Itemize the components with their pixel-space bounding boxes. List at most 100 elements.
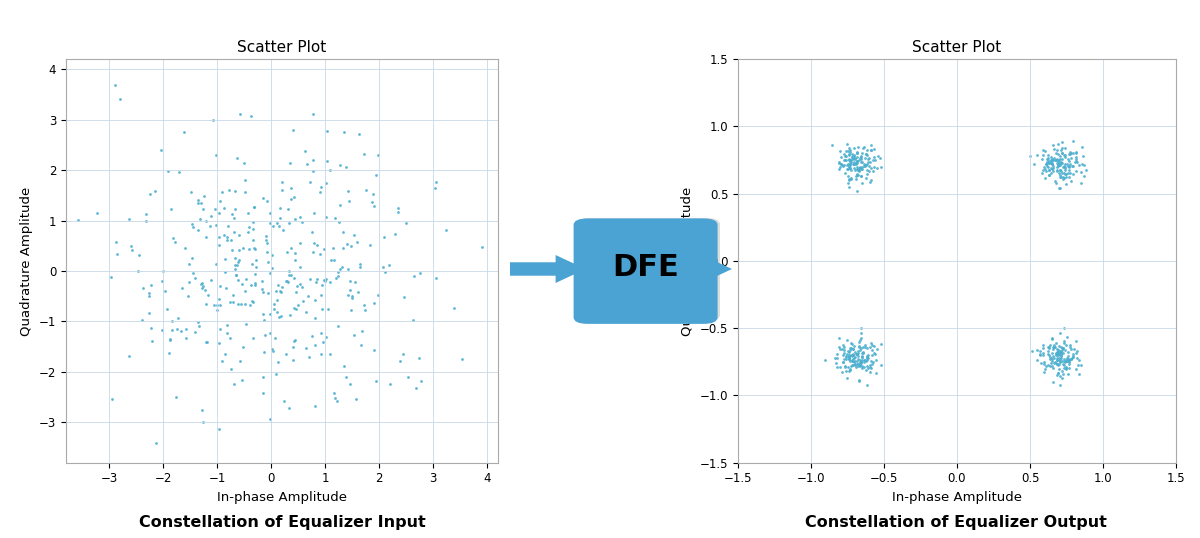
Point [1045,354,1064,363]
Point [839,367,858,376]
Point [840,366,859,375]
Point [1042,334,1061,343]
Point [256,236,275,244]
Point [1062,154,1081,162]
Point [245,245,264,253]
Point [107,237,126,246]
Point [866,355,886,364]
Point [1062,353,1081,362]
Point [1042,349,1061,358]
Point [1043,154,1062,163]
Point [841,175,860,183]
Point [288,300,307,309]
Point [106,81,125,89]
Point [152,277,172,286]
Point [852,352,871,360]
Point [862,357,881,365]
Point [338,186,358,195]
Point [1054,369,1073,378]
Point [1063,136,1082,145]
Point [844,345,863,354]
Point [1034,162,1054,171]
Point [316,179,335,187]
Point [1048,359,1067,368]
Point [1043,166,1062,175]
Point [858,352,877,361]
Text: DFE: DFE [612,253,679,282]
Point [1060,172,1079,181]
Point [260,309,280,318]
Point [1048,351,1067,359]
Point [848,355,868,364]
Point [845,341,864,350]
Point [1052,373,1072,382]
Point [426,273,445,282]
Point [864,153,883,161]
Point [1043,156,1062,165]
Point [1057,364,1076,372]
Point [848,166,868,175]
Point [235,300,254,308]
Point [346,277,365,286]
Point [311,350,330,358]
Point [271,312,290,320]
Point [229,256,248,265]
Point [851,361,870,370]
Point [217,321,236,329]
Point [857,160,876,169]
Point [1060,359,1079,368]
Point [1067,155,1086,164]
Point [835,152,854,160]
Point [842,149,862,158]
Point [852,163,871,172]
Point [840,154,859,163]
Point [136,217,155,225]
Point [216,255,235,264]
Point [340,196,359,205]
Point [161,336,180,344]
Point [863,351,882,359]
Point [266,295,286,304]
Point [848,360,868,369]
Point [835,362,854,371]
Point [270,214,289,222]
Point [1054,344,1073,352]
Point [1046,350,1066,358]
Point [845,158,864,166]
Point [196,233,215,242]
Point [845,160,864,168]
Point [840,150,859,159]
Point [1073,152,1092,161]
Point [260,329,280,338]
Point [200,222,220,230]
Point [270,204,289,213]
Point [110,95,130,103]
Point [354,150,373,158]
Point [838,160,857,169]
Point [196,217,215,226]
Point [119,215,138,223]
Point [211,324,230,333]
Point [287,288,306,296]
Point [282,271,301,279]
Point [179,292,198,301]
Point [227,271,246,279]
Point [347,395,366,404]
Point [1046,348,1066,357]
Point [839,355,858,364]
Point [829,342,848,351]
Point [322,256,341,265]
Point [287,281,306,290]
Point [1056,357,1075,365]
Point [1045,343,1064,352]
Point [840,356,859,365]
Point [859,353,878,362]
Point [221,334,240,343]
Point [244,236,263,244]
Point [305,314,324,323]
Point [1052,144,1072,152]
Point [866,369,886,377]
Point [1069,160,1088,169]
Point [1040,341,1060,350]
Point [137,210,156,218]
